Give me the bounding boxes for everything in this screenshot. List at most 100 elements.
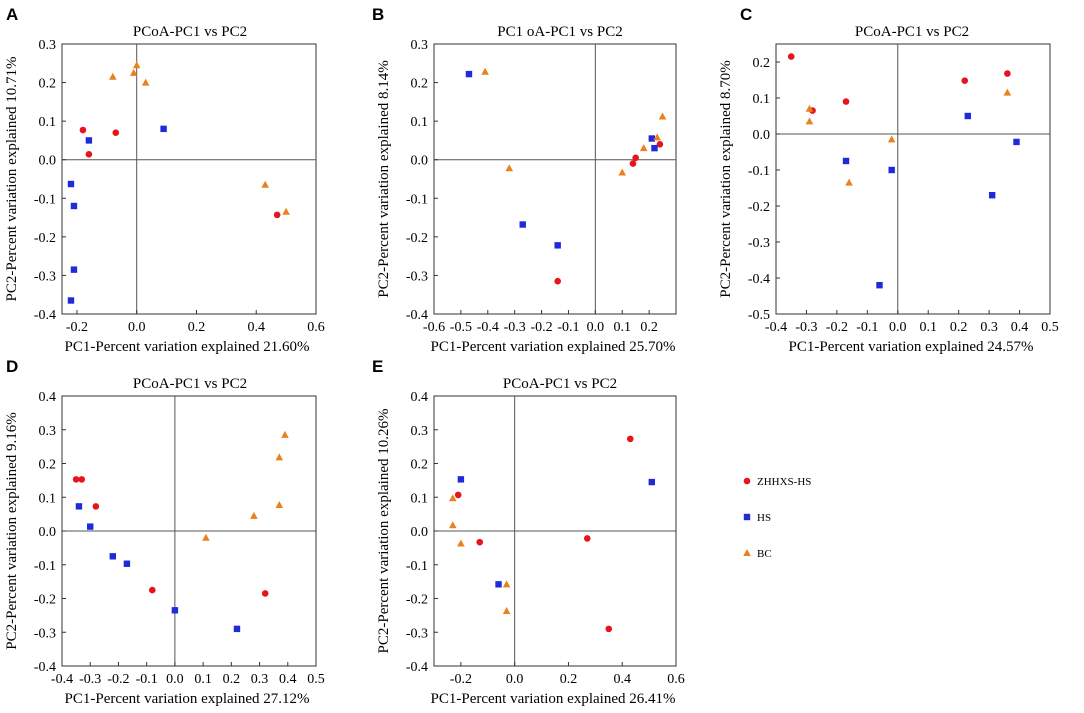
point-hs (123, 560, 131, 567)
panel-d: D PCoA-PC1 vs PC2 -0.4 -0.3 -0.2 -0.1 0.0 0.1 0.… (4, 357, 325, 707)
y-tick-label: 0.4 (39, 390, 57, 405)
point-zhhxs-hs (787, 53, 795, 60)
point-bc (502, 580, 511, 588)
point-bc (502, 606, 511, 614)
panel-letter: A (6, 5, 18, 24)
point-zhhxs-hs (632, 154, 639, 162)
y-tick-label: 0.2 (411, 77, 429, 92)
y-tick-label: -0.2 (406, 593, 428, 608)
point-hs (457, 476, 465, 483)
x-tick-label: 0.1 (613, 320, 631, 335)
y-tick-label: -0.3 (406, 626, 428, 641)
y-tick-label: -0.3 (406, 269, 428, 284)
legend-item: BC (743, 548, 772, 560)
point-zhhxs-hs (112, 129, 120, 137)
series-bc (449, 494, 511, 614)
point-zhhxs-hs (261, 590, 269, 597)
point-bc (250, 511, 258, 519)
plot-frame (775, 43, 1051, 315)
x-tick-label: 0.2 (223, 672, 241, 687)
x-tick-label: -0.4 (51, 672, 73, 687)
y-tick-label: 0.3 (411, 38, 429, 53)
plot-frame (433, 43, 677, 315)
point-hs (988, 192, 996, 199)
y-tick-label: -0.3 (748, 236, 770, 251)
legend-label: ZHHXS-HS (757, 476, 811, 488)
x-tick-label: 0.5 (307, 672, 325, 687)
x-tick-label: 0.0 (128, 320, 146, 335)
x-tick-label: -0.2 (450, 672, 472, 687)
x-tick-label: -0.1 (136, 672, 158, 687)
point-zhhxs-hs (842, 98, 850, 105)
point-hs (964, 112, 971, 120)
x-tick-label: 0.0 (587, 320, 605, 335)
legend-label: HS (757, 512, 771, 524)
point-bc (1003, 88, 1012, 96)
panel-b: B PC1 oA-PC1 vs PC2 -0.6 -0.5 -0.4 -0.3 -0.2 -0… (372, 5, 677, 355)
point-zhhxs-hs (454, 491, 462, 499)
point-hs (109, 553, 116, 560)
point-bc (202, 533, 210, 541)
point-bc (805, 104, 814, 112)
x-tick-label: -0.2 (66, 320, 88, 335)
point-hs (651, 144, 658, 152)
point-bc (129, 68, 138, 76)
x-tick-label: -0.1 (557, 320, 579, 335)
point-hs (648, 478, 655, 486)
point-bc (805, 117, 814, 125)
x-tick-label: 0.2 (950, 320, 968, 335)
point-bc (132, 61, 141, 69)
plot-title: PC1 oA-PC1 vs PC2 (497, 24, 622, 40)
point-bc (658, 112, 667, 120)
y-axis-label: PC2-Percent variation explained 8.70% (718, 60, 734, 297)
panel-letter: C (740, 5, 752, 24)
y-tick-label: 0.0 (39, 525, 57, 540)
x-tick-label: -0.4 (477, 320, 499, 335)
point-hs (842, 157, 850, 165)
point-bc (449, 521, 457, 529)
x-tick-label: -0.5 (450, 320, 472, 335)
x-tick-label: 0.6 (667, 672, 685, 687)
series-zhhxs-hs (79, 126, 281, 219)
series-hs (457, 476, 655, 588)
x-tick-label: 0.2 (640, 320, 658, 335)
series-zhhxs-hs (454, 435, 634, 633)
series-hs (465, 70, 658, 249)
y-tick-label: 0.4 (411, 390, 429, 405)
point-zhhxs-hs (79, 126, 87, 134)
x-axis-label: PC1-Percent variation explained 27.12% (65, 691, 310, 707)
point-bc (505, 164, 514, 172)
y-tick-label: 0.1 (39, 491, 57, 506)
point-bc (109, 72, 117, 80)
x-axis-label: PC1-Percent variation explained 24.57% (789, 339, 1034, 355)
panel-letter: E (372, 357, 383, 376)
point-bc (457, 539, 465, 547)
point-hs (1013, 138, 1020, 146)
x-axis-label: PC1-Percent variation explained 26.41% (431, 691, 676, 707)
x-tick-label: -0.1 (856, 320, 878, 335)
legend: ZHHXS-HS HS BC (743, 476, 811, 560)
series-bc (109, 61, 290, 215)
y-tick-label: -0.1 (34, 559, 56, 574)
y-tick-label: 0.1 (411, 115, 429, 130)
point-bc (281, 430, 289, 438)
point-hs (70, 202, 78, 210)
plot-title: PCoA-PC1 vs PC2 (133, 376, 247, 392)
y-tick-label: 0.2 (39, 77, 57, 92)
point-bc (481, 67, 489, 75)
point-zhhxs-hs (273, 211, 281, 219)
x-tick-label: 0.4 (613, 672, 631, 687)
y-tick-label: 0.3 (39, 38, 57, 53)
y-tick-label: -0.2 (748, 200, 770, 215)
y-tick-label: 0.1 (753, 92, 771, 107)
y-axis-label: PC2-Percent variation explained 9.16% (4, 412, 20, 649)
point-hs (888, 166, 895, 174)
y-tick-label: -0.4 (34, 308, 56, 323)
y-axis-label: PC2-Percent variation explained 10.26% (376, 409, 392, 654)
x-tick-label: -0.3 (504, 320, 526, 335)
series-bc (805, 88, 1012, 186)
y-tick-label: -0.4 (34, 660, 56, 675)
point-hs (554, 242, 561, 249)
point-zhhxs-hs (629, 160, 637, 167)
